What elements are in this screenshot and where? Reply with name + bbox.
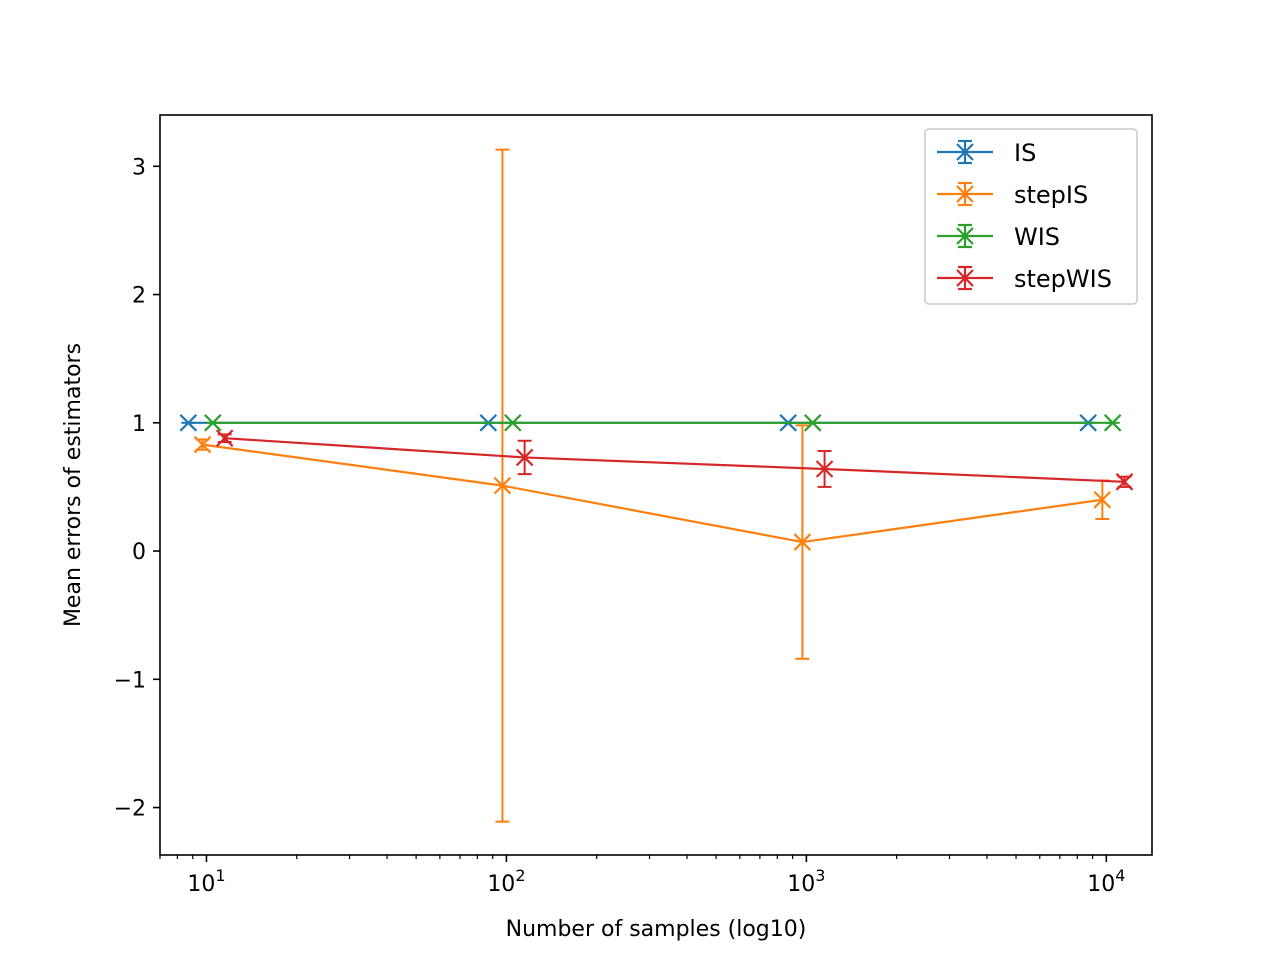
series-WIS xyxy=(204,414,1122,432)
marker-stroke xyxy=(193,435,212,454)
x-tick-exponent: 3 xyxy=(815,866,825,885)
data-point xyxy=(515,448,534,467)
marker-stroke xyxy=(1115,473,1134,491)
axes-frame xyxy=(159,114,1153,856)
data-point xyxy=(803,414,822,432)
series-layer xyxy=(179,148,1134,823)
data-point xyxy=(815,460,834,478)
series-stepIS xyxy=(193,148,1112,823)
x-tick-base: 10 xyxy=(187,872,215,897)
x-tick-exponent: 2 xyxy=(515,866,525,885)
series-line xyxy=(202,443,1103,544)
y-tick-label: −2 xyxy=(114,797,146,822)
series-line xyxy=(224,437,1125,483)
data-point xyxy=(193,435,212,454)
data-point xyxy=(204,414,222,432)
legend-label: WIS xyxy=(1014,223,1060,251)
marker-stroke xyxy=(493,476,512,495)
legend-item: WIS xyxy=(937,223,1060,251)
y-tick-label: 1 xyxy=(132,412,146,437)
marker-stroke xyxy=(803,414,822,432)
x-axis-label: Number of samples (log10) xyxy=(506,917,807,942)
data-point xyxy=(215,429,234,447)
legend-item: IS xyxy=(937,139,1036,167)
y-axis: −2 −1 0 1 2 3 xyxy=(114,155,160,822)
marker-stroke xyxy=(215,429,234,447)
legend-label: IS xyxy=(1014,139,1036,167)
legend-handle-marker xyxy=(956,185,974,203)
legend-handle-marker xyxy=(956,143,974,161)
data-point xyxy=(1103,414,1122,432)
x-tick-label: 103 xyxy=(787,866,825,897)
y-tick-label: −1 xyxy=(114,668,146,693)
legend: IS stepIS WIS stepWIS xyxy=(924,128,1138,305)
legend-handle-marker xyxy=(956,227,974,245)
legend-item: stepIS xyxy=(937,181,1088,209)
x-tick-label: 104 xyxy=(1087,866,1125,897)
x-tick-label: 102 xyxy=(487,866,525,897)
data-point xyxy=(1115,473,1134,491)
y-tick-label: 2 xyxy=(132,284,146,309)
legend-label: stepWIS xyxy=(1014,265,1112,293)
x-tick-base: 10 xyxy=(487,872,515,897)
data-point xyxy=(503,414,522,432)
legend-box xyxy=(924,128,1138,305)
marker-stroke xyxy=(815,460,834,478)
y-tick-label: 0 xyxy=(132,540,146,565)
legend-handle-marker xyxy=(956,269,974,287)
y-axis-label: Mean errors of estimators xyxy=(61,343,86,627)
data-point xyxy=(493,476,512,495)
marker-stroke xyxy=(1093,490,1112,509)
legend-handle xyxy=(937,265,993,291)
marker-stroke xyxy=(515,448,534,467)
legend-label: stepIS xyxy=(1014,181,1088,209)
marker-stroke xyxy=(204,414,222,432)
legend-handle xyxy=(937,181,993,207)
legend-handle xyxy=(937,139,993,165)
marker-stroke xyxy=(503,414,522,432)
series-stepWIS xyxy=(215,429,1134,491)
marker-stroke xyxy=(179,414,198,432)
x-tick-base: 10 xyxy=(787,872,815,897)
x-tick-label: 101 xyxy=(187,866,225,897)
y-tick-label: 3 xyxy=(132,155,146,180)
data-point xyxy=(1093,490,1112,509)
marker-stroke xyxy=(793,533,812,551)
x-tick-exponent: 4 xyxy=(1115,866,1125,885)
marker-stroke xyxy=(1103,414,1122,432)
data-point xyxy=(793,533,812,551)
x-axis: 101 102 103 104 xyxy=(159,855,1125,897)
legend-handle xyxy=(937,223,993,249)
x-tick-base: 10 xyxy=(1087,872,1115,897)
x-tick-exponent: 1 xyxy=(215,866,225,885)
data-point xyxy=(179,414,198,432)
legend-item: stepWIS xyxy=(937,265,1112,293)
